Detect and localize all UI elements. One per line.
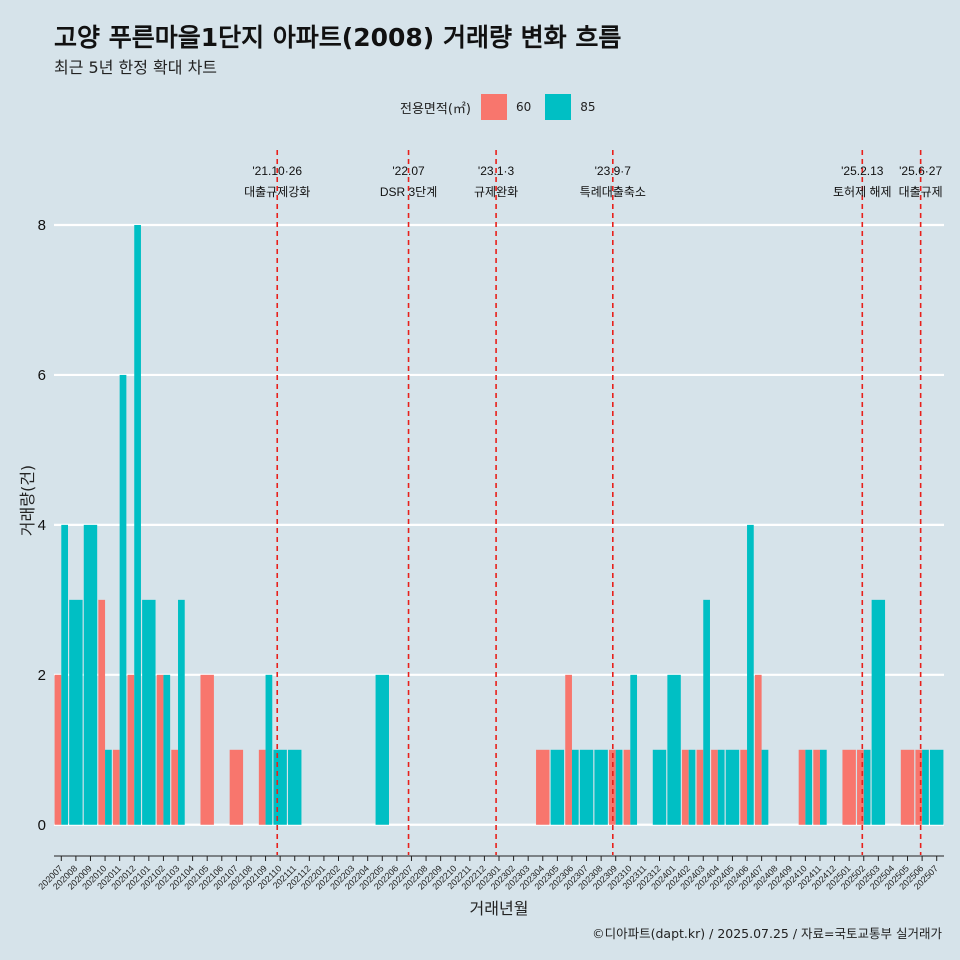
- bar: [754, 674, 762, 825]
- bar: [550, 749, 565, 825]
- y-tick-label: 8: [38, 217, 46, 234]
- bar: [615, 749, 623, 825]
- bar: [69, 599, 83, 825]
- event-label: 토허제 해제: [833, 185, 892, 199]
- bar: [163, 674, 171, 825]
- y-tick-label: 4: [38, 517, 46, 534]
- y-axis-title: 거래량(건): [18, 465, 37, 536]
- bar: [119, 374, 127, 825]
- bar: [813, 749, 820, 825]
- bar: [667, 674, 681, 825]
- bar: [258, 749, 266, 825]
- source-caption: ©디아파트(dapt.kr) / 2025.07.25 / 자료=국토교통부 실…: [592, 926, 942, 941]
- event-label: DSR 3단계: [380, 185, 437, 199]
- bar: [200, 674, 214, 825]
- bar: [842, 749, 856, 825]
- bar: [156, 674, 164, 825]
- bar: [565, 674, 572, 825]
- bar: [571, 749, 579, 825]
- chart-subtitle: 최근 5년 한정 확대 차트: [54, 58, 218, 77]
- bar: [630, 674, 638, 825]
- bar: [798, 749, 806, 825]
- bar: [761, 749, 769, 825]
- bar: [805, 749, 813, 825]
- event-label: 규제완화: [474, 185, 518, 199]
- bar: [900, 749, 915, 825]
- bar: [740, 749, 748, 825]
- event-date-label: '22.07: [392, 164, 425, 178]
- bar: [127, 674, 135, 825]
- event-date-label: '23.9·7: [595, 164, 632, 178]
- legend-swatch-85: [545, 94, 572, 120]
- bar: [579, 749, 594, 825]
- bar: [711, 749, 718, 825]
- event-date-label: '25.2.13: [841, 164, 884, 178]
- y-tick-label: 0: [38, 817, 46, 834]
- bar: [863, 749, 871, 825]
- x-axis-title: 거래년월: [470, 899, 529, 918]
- bar: [688, 749, 696, 825]
- bar: [871, 599, 886, 825]
- bar: [536, 749, 550, 825]
- bar: [594, 749, 608, 825]
- bar: [819, 749, 827, 825]
- bar: [717, 749, 725, 825]
- legend: 전용면적(㎡) 60 85: [400, 92, 610, 122]
- y-tick-label: 2: [38, 667, 46, 684]
- bar: [725, 749, 740, 825]
- bar: [922, 749, 929, 825]
- bar: [83, 524, 98, 825]
- bar: [98, 599, 106, 825]
- bar: [623, 749, 631, 825]
- bar: [61, 524, 69, 825]
- event-date-label: '25.6·27: [899, 164, 942, 178]
- bar: [105, 749, 112, 825]
- bar: [112, 749, 120, 825]
- bar: [696, 749, 704, 825]
- bar: [229, 749, 244, 825]
- legend-title: 전용면적(㎡): [400, 101, 471, 117]
- chart-title: 고양 푸른마을1단지 아파트(2008) 거래량 변화 흐름: [54, 23, 622, 52]
- bar: [857, 749, 864, 825]
- bar: [142, 599, 156, 825]
- event-date-label: '23.1·3: [478, 164, 515, 178]
- bar: [681, 749, 689, 825]
- bar: [747, 524, 754, 825]
- bar: [288, 749, 302, 825]
- bar: [171, 749, 179, 825]
- bar: [178, 599, 185, 825]
- legend-label-60: 60: [515, 100, 532, 114]
- y-tick-label: 6: [38, 367, 46, 384]
- event-label: 대출규제강화: [244, 185, 310, 199]
- event-label: 특례대출축소: [580, 185, 646, 199]
- bar: [265, 674, 273, 825]
- bar: [134, 224, 141, 825]
- bar: [54, 674, 62, 825]
- bar: [375, 674, 389, 825]
- legend-label-85: 85: [580, 100, 596, 114]
- event-label: 대출규제: [899, 185, 943, 199]
- bar: [652, 749, 667, 825]
- bar: [703, 599, 710, 825]
- bar: [915, 749, 923, 825]
- bar: [609, 749, 616, 825]
- legend-swatch-60: [480, 94, 507, 120]
- bar: [273, 749, 287, 825]
- event-date-label: '21.10·26: [252, 164, 302, 178]
- bar: [929, 749, 944, 825]
